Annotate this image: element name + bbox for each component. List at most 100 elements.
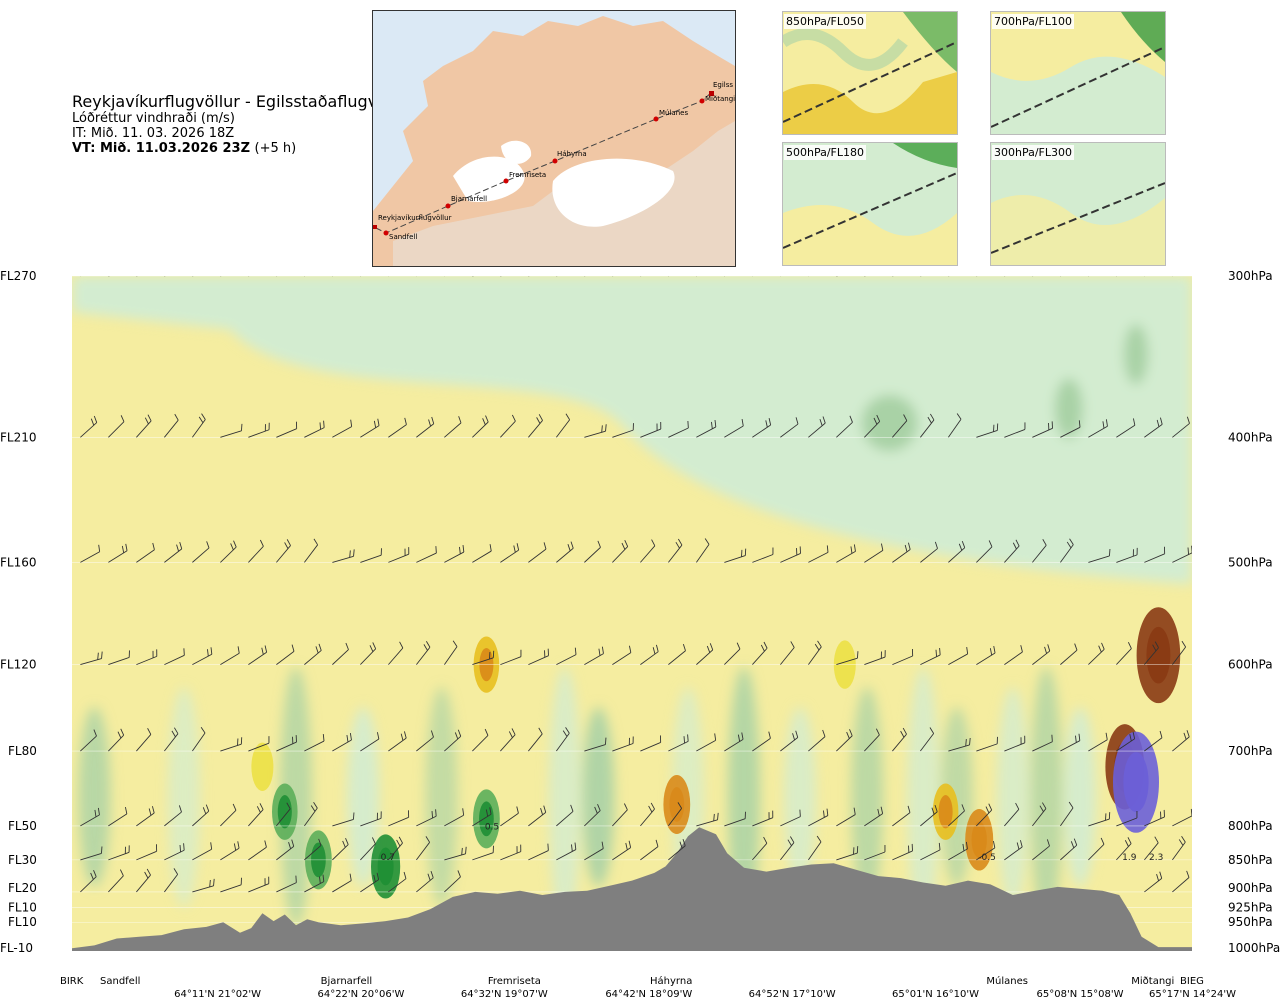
wind-barb — [864, 728, 880, 752]
velocity-annotation: 2.3 — [1149, 853, 1163, 863]
thumbnail-500hpa[interactable]: 500hPa/FL180 — [782, 142, 958, 266]
wind-barb — [612, 840, 632, 861]
y-label-right: 925hPa — [1228, 900, 1273, 914]
wind-barb — [1004, 539, 1020, 563]
velocity-annotation: 1.9 — [1122, 853, 1137, 863]
wind-barb — [1060, 643, 1078, 665]
x-point-label: Múlanes — [986, 975, 1028, 987]
wind-barb — [192, 541, 210, 563]
wind-barb — [780, 546, 801, 563]
wind-barb — [1004, 276, 1006, 277]
wind-barb — [584, 276, 586, 277]
wind-barb — [668, 276, 670, 277]
y-label-right: 1000hPa — [1228, 941, 1280, 955]
y-label-left: FL50 — [8, 819, 37, 833]
wind-barb — [1172, 835, 1186, 861]
wind-barb — [528, 542, 547, 563]
wind-barb — [1144, 641, 1159, 665]
y-label-right: 800hPa — [1228, 819, 1273, 833]
wind-barb — [276, 875, 297, 893]
x-point-label: Háhyrna — [650, 975, 692, 987]
thumbnail-700hpa[interactable]: 700hPa/FL100 — [990, 11, 1166, 135]
wind-barb — [80, 807, 100, 827]
wind-barb — [360, 837, 376, 861]
thumbnail-300hpa[interactable]: 300hPa/FL300 — [990, 142, 1166, 266]
wind-barb — [724, 276, 726, 277]
wind-barb — [696, 643, 714, 665]
map-label-egilss: Egilss — [713, 81, 733, 89]
x-point-label: Sandfell — [100, 976, 140, 987]
y-label-left: FL20 — [8, 881, 37, 895]
wind-barb — [920, 804, 938, 827]
wind-barb — [388, 276, 390, 277]
wind-barb — [220, 423, 243, 438]
wind-barb — [948, 276, 950, 277]
wind-barb — [164, 276, 166, 277]
wind-barb — [584, 737, 607, 752]
wind-barb — [724, 811, 746, 827]
wind-barb — [388, 871, 407, 893]
y-label-right: 950hPa — [1228, 915, 1273, 929]
wind-barb — [976, 803, 993, 827]
wind-barb — [192, 842, 213, 861]
wind-barb — [556, 804, 574, 827]
wind-barb — [136, 868, 151, 893]
y-label-left: FL160 — [0, 555, 37, 569]
velocity-annotation: 0.7 — [381, 853, 395, 863]
wind-barb — [528, 648, 549, 666]
wind-barb — [612, 645, 632, 665]
wind-barb — [108, 845, 130, 861]
chart-subtitle: Lóðréttur vindhraði (m/s) — [72, 111, 235, 126]
down-band — [784, 707, 816, 888]
wind-barb — [836, 276, 839, 277]
wind-barb — [472, 650, 495, 666]
wind-barb — [108, 869, 124, 893]
wind-barb — [528, 805, 547, 827]
wind-barb — [584, 803, 601, 827]
wind-barb — [948, 737, 971, 752]
wind-barb — [80, 415, 98, 438]
updraft-core — [938, 795, 953, 829]
wind-barb — [836, 846, 859, 861]
wind-barb — [472, 845, 494, 861]
y-label-left: FL10 — [8, 915, 37, 929]
thumbnail-300hpa-svg — [991, 143, 1165, 265]
wind-barb — [220, 540, 237, 563]
wind-barb — [500, 543, 520, 563]
x-point-label: BIEG — [1180, 976, 1204, 987]
wind-barb — [248, 840, 267, 861]
wind-barb — [780, 836, 795, 861]
wind-barb — [388, 547, 410, 563]
wind-barb — [808, 808, 829, 827]
x-coord-label: 64°52'N 17°10'W — [749, 989, 836, 1000]
wind-barb — [1060, 420, 1081, 438]
y-label-left: FL120 — [0, 658, 37, 672]
wind-barb — [808, 835, 822, 861]
y-label-left: FL80 — [8, 744, 37, 758]
wind-barb — [836, 651, 859, 666]
wind-barb — [1060, 276, 1062, 277]
wind-barb — [1144, 417, 1163, 438]
wind-barb — [920, 541, 938, 563]
wind-barb — [472, 728, 489, 752]
wind-barb — [556, 413, 571, 438]
wind-barb — [1172, 416, 1190, 438]
x-coord-label: 64°32'N 19°07'W — [461, 989, 548, 1000]
wind-barb — [556, 541, 574, 563]
route-map[interactable]: Reykjavíkurflugvöllur Sandfell Bjarnarfe… — [372, 10, 736, 267]
wind-barb — [472, 276, 474, 277]
wind-barb — [444, 846, 467, 861]
map-label-fremriseta: Fremriseta — [509, 171, 546, 179]
wind-barb — [864, 650, 886, 666]
y-label-left: FL10 — [8, 900, 37, 914]
map-label-mulanes: Múlanes — [659, 109, 688, 117]
wind-barb — [808, 416, 826, 438]
down-band — [907, 667, 940, 928]
y-label-right: 600hPa — [1228, 658, 1273, 672]
wind-barb — [472, 807, 492, 827]
down-patch — [1054, 378, 1083, 439]
wind-barb — [892, 727, 907, 752]
wind-barb — [248, 645, 268, 665]
wind-barb — [1116, 276, 1118, 277]
thumbnail-850hpa[interactable]: 850hPa/FL050 — [782, 11, 958, 135]
